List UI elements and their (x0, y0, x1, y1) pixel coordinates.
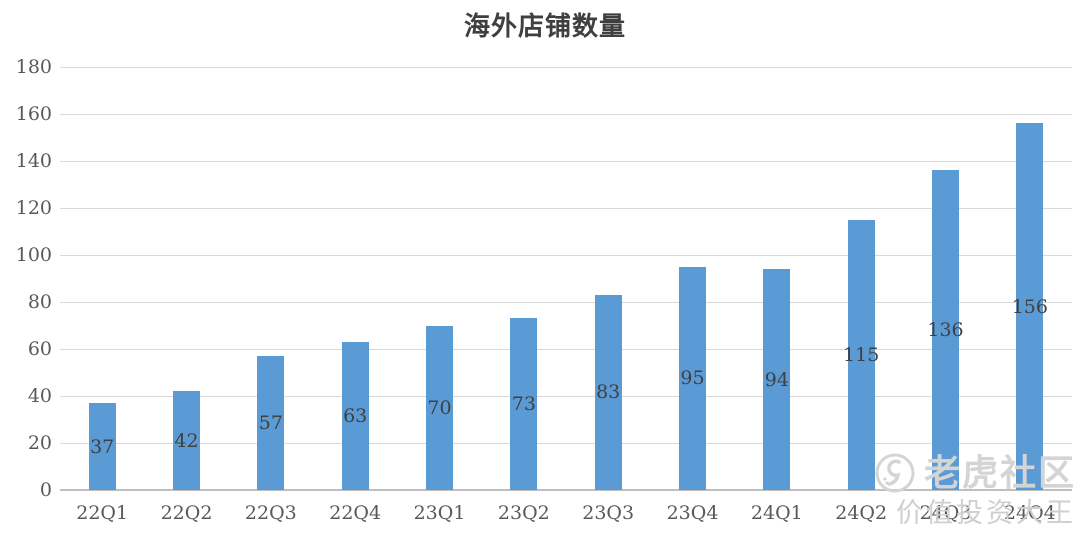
x-tick-label-23Q2: 23Q2 (497, 502, 550, 524)
x-tick-label-24Q4: 24Q4 (1003, 502, 1056, 524)
bar-24Q1 (763, 269, 791, 490)
bar-22Q2 (173, 391, 200, 490)
gridline-180 (60, 67, 1072, 68)
bar-value-label-23Q2: 73 (511, 393, 536, 416)
x-tick-label-22Q4: 22Q4 (329, 502, 382, 524)
watermark-brand-row: 老虎社区 (874, 452, 1076, 494)
bar-22Q3 (257, 356, 285, 490)
y-tick-label-120: 120 (15, 197, 52, 219)
bar-24Q3 (932, 170, 959, 490)
bar-23Q3 (594, 294, 622, 490)
bar-23Q1 (426, 325, 453, 490)
bar-value-label-24Q3: 136 (927, 319, 964, 342)
watermark-brand-text: 老虎社区 (923, 452, 1076, 494)
x-tick-label-22Q2: 22Q2 (160, 502, 213, 524)
bar-22Q1 (88, 403, 116, 490)
y-tick-label-60: 60 (27, 338, 52, 360)
y-tick-label-20: 20 (27, 432, 52, 454)
gridline-140 (60, 161, 1072, 162)
bar-value-label-24Q4: 156 (1011, 295, 1048, 318)
x-tick-label-23Q3: 23Q3 (582, 502, 635, 524)
y-tick-label-100: 100 (15, 244, 52, 266)
bar-24Q2 (847, 219, 875, 490)
watermark: 老虎社区 价值投资大王 (874, 452, 1076, 527)
y-tick-label-80: 80 (27, 291, 52, 313)
tiger-logo-icon (874, 452, 916, 494)
bar-value-label-22Q1: 37 (90, 435, 115, 458)
gridline-40 (60, 396, 1072, 397)
gridline-120 (60, 208, 1072, 209)
y-tick-label-160: 160 (15, 103, 52, 125)
bar-value-label-24Q2: 115 (843, 343, 880, 366)
plot-area: 37 42 57 63 70 73 83 95 94 115 136 156 (60, 67, 1072, 491)
x-tick-label-23Q1: 23Q1 (413, 502, 466, 524)
bar-value-label-24Q1: 94 (764, 368, 789, 391)
x-tick-label-23Q4: 23Q4 (666, 502, 719, 524)
bar-value-label-22Q3: 57 (258, 412, 283, 435)
y-tick-label-40: 40 (27, 385, 52, 407)
x-axis-line (60, 489, 1072, 491)
gridline-80 (60, 302, 1072, 303)
bar-23Q2 (510, 318, 538, 490)
y-tick-label-180: 180 (15, 56, 52, 78)
chart-title: 海外店铺数量 (463, 12, 626, 42)
x-tick-label-22Q3: 22Q3 (244, 502, 297, 524)
bar-22Q4 (341, 341, 369, 490)
bar-23Q4 (679, 266, 706, 490)
x-tick-label-24Q2: 24Q2 (835, 502, 888, 524)
bar-value-label-23Q3: 83 (596, 381, 621, 404)
bar-value-label-23Q1: 70 (427, 396, 452, 419)
y-tick-label-140: 140 (15, 150, 52, 172)
watermark-username: 价值投资大王 (896, 498, 1076, 529)
bar-24Q4 (1016, 123, 1044, 490)
x-tick-label-24Q1: 24Q1 (750, 502, 803, 524)
gridline-100 (60, 255, 1072, 256)
bar-value-label-23Q4: 95 (680, 367, 705, 390)
gridline-20 (60, 443, 1072, 444)
x-tick-label-22Q1: 22Q1 (76, 502, 129, 524)
x-tick-label-24Q3: 24Q3 (919, 502, 972, 524)
gridline-60 (60, 349, 1072, 350)
y-tick-label-0: 0 (39, 479, 52, 501)
gridline-160 (60, 114, 1072, 115)
y-axis: 0 20 40 60 80 100 120 140 160 180 (0, 56, 52, 501)
bar-value-label-22Q4: 63 (343, 404, 368, 427)
bar-value-label-22Q2: 42 (174, 429, 199, 452)
